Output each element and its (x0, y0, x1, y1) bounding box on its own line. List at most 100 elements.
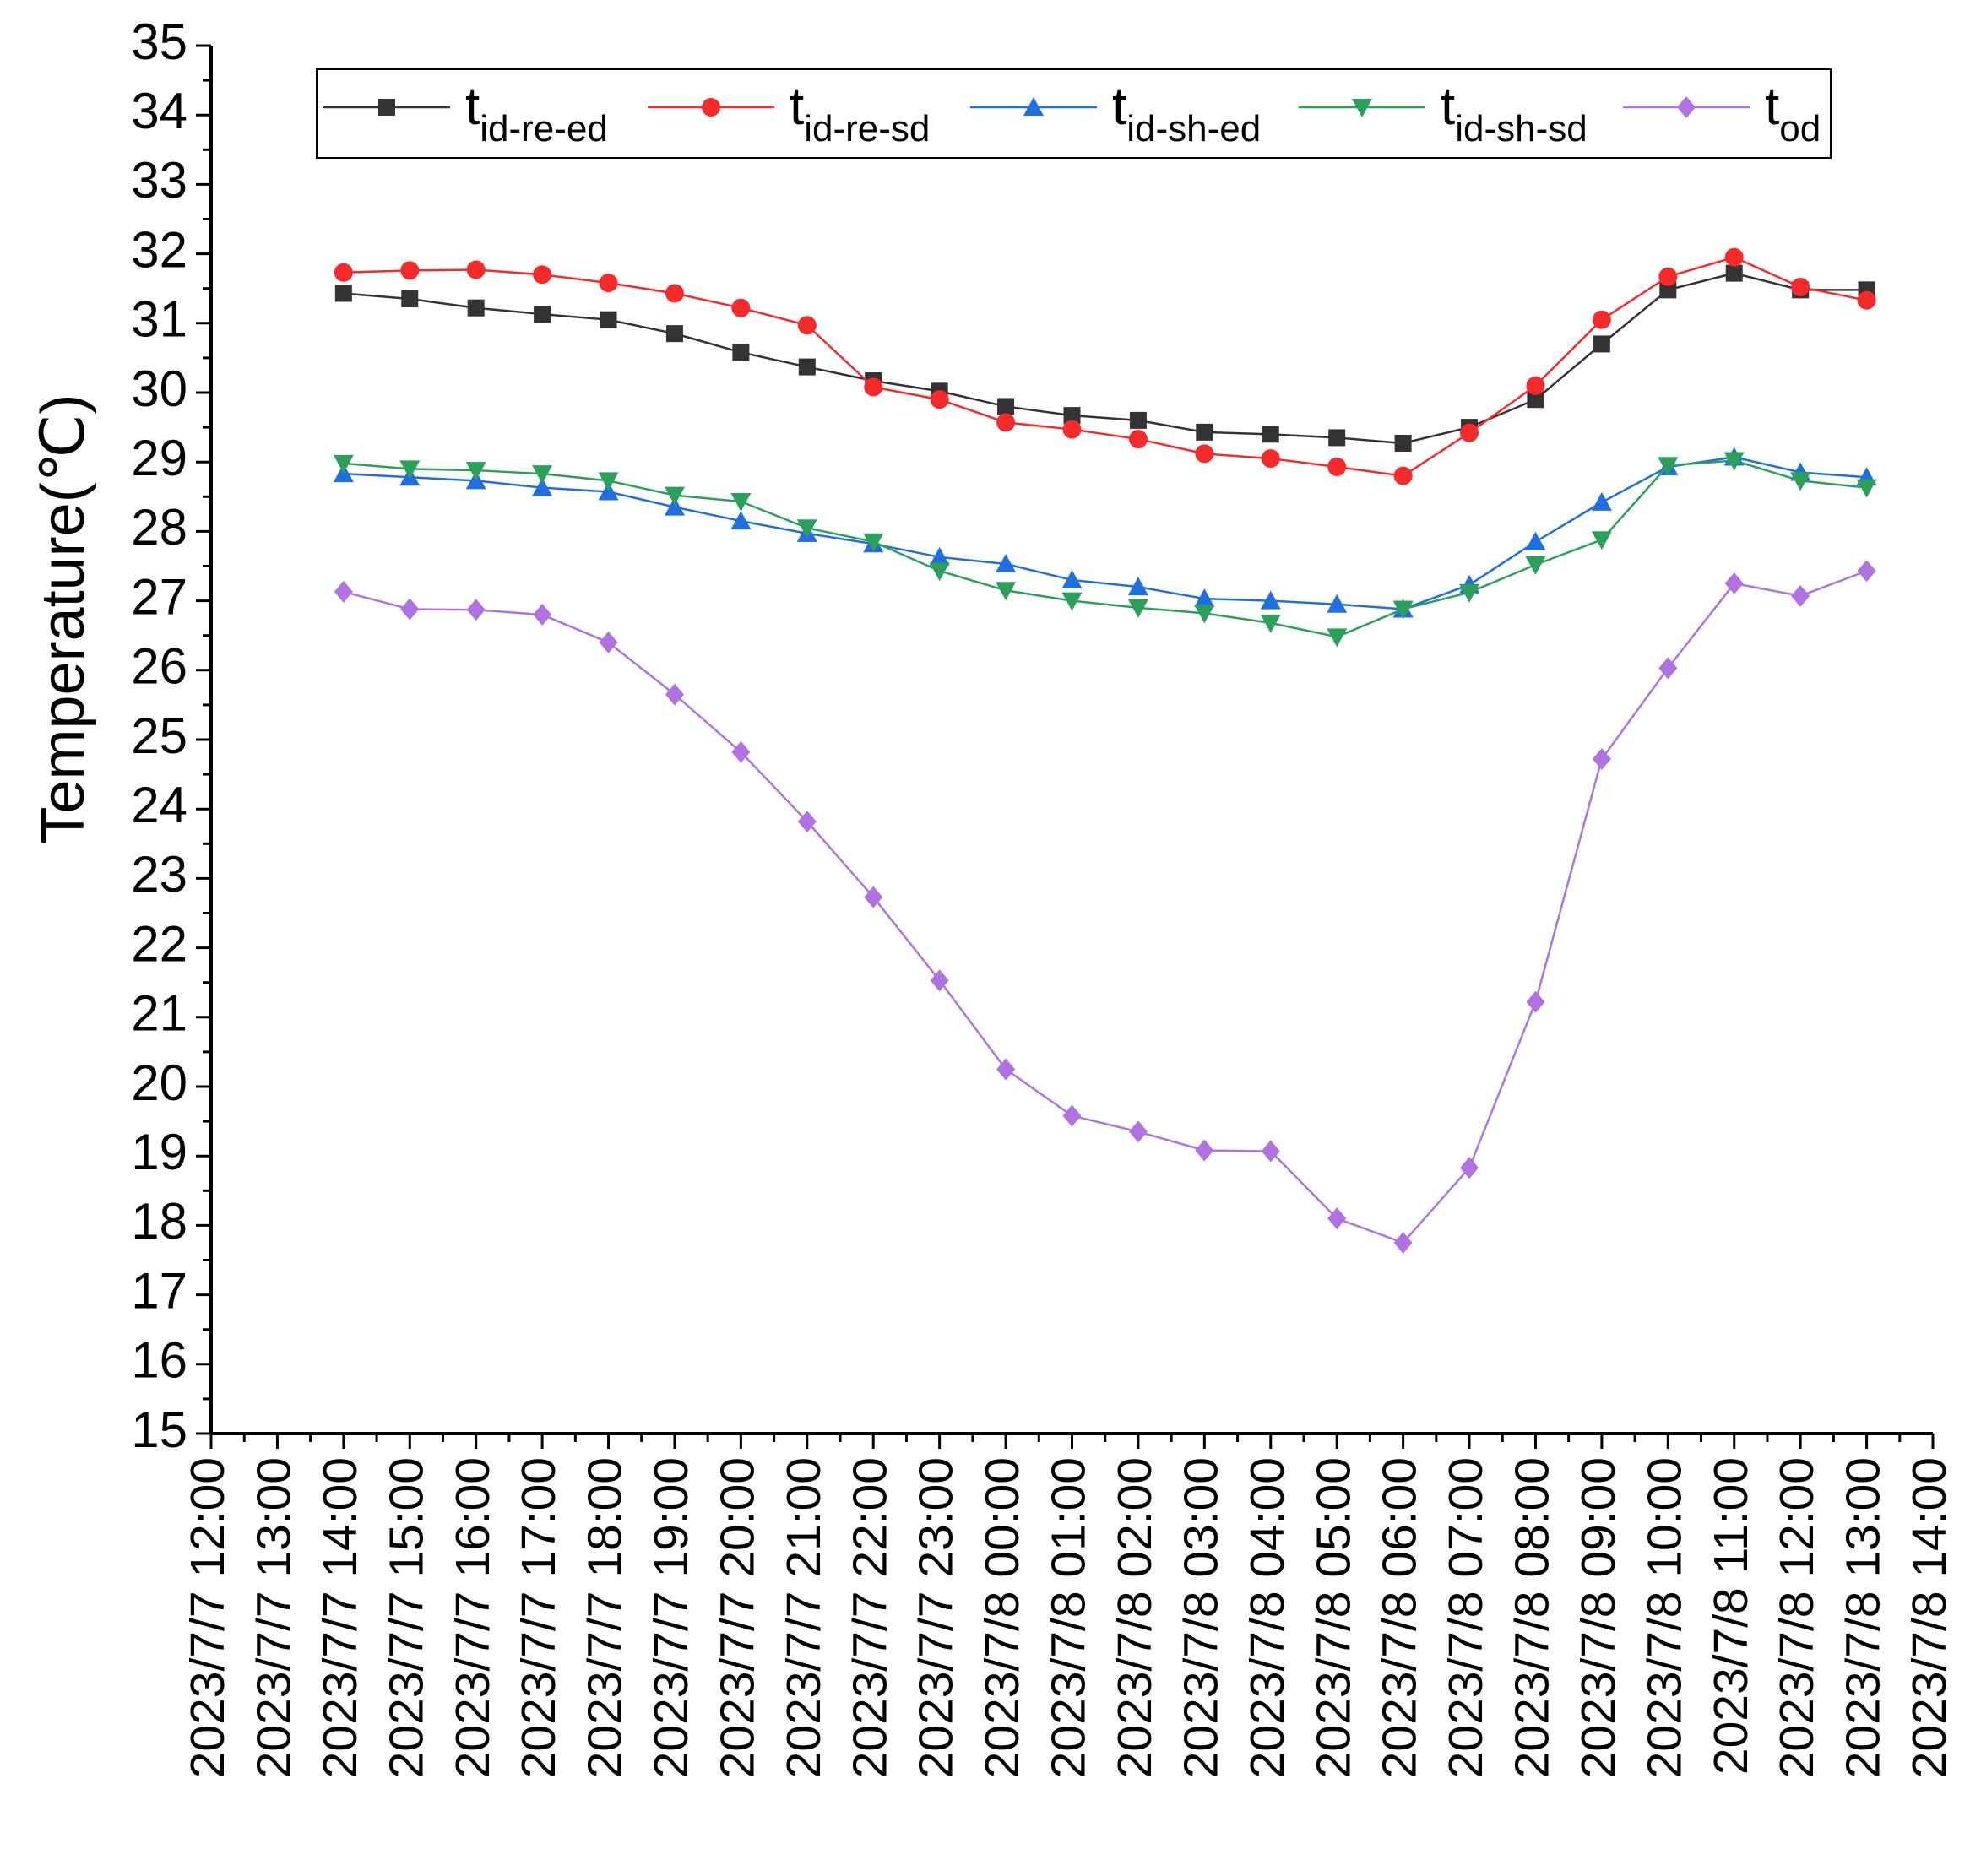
y-tick-label: 26 (131, 638, 187, 695)
y-tick-label: 24 (131, 777, 187, 833)
x-tick-label: 2023/7/8 10:00 (1637, 1457, 1691, 1778)
marker (598, 472, 619, 491)
x-tick-label: 2023/7/7 17:00 (512, 1457, 566, 1778)
y-tick-label: 23 (131, 846, 187, 903)
marker (334, 580, 353, 603)
y-tick-label: 29 (131, 430, 187, 486)
marker (1526, 376, 1545, 395)
marker (1129, 411, 1147, 429)
marker (1591, 531, 1612, 550)
marker (598, 481, 619, 501)
marker (1460, 1157, 1479, 1179)
marker (1658, 267, 1678, 286)
marker (1525, 531, 1546, 550)
marker (1195, 444, 1214, 464)
y-tick-label: 32 (131, 221, 187, 278)
y-tick-label: 35 (131, 14, 187, 70)
marker (797, 810, 817, 832)
x-tick-label: 2023/7/8 05:00 (1306, 1457, 1360, 1778)
marker (997, 398, 1015, 415)
marker (1659, 281, 1677, 299)
marker (864, 886, 883, 908)
marker (1063, 407, 1081, 425)
marker (534, 306, 551, 323)
marker (1128, 1120, 1148, 1143)
series-line (343, 570, 1868, 1244)
x-tick-label: 2023/7/7 12:00 (181, 1457, 235, 1778)
marker (664, 496, 685, 516)
marker (1592, 748, 1611, 771)
marker (1262, 426, 1279, 443)
marker (1460, 423, 1479, 442)
marker (1724, 247, 1744, 267)
marker (400, 261, 420, 280)
marker (1525, 556, 1546, 575)
marker (730, 493, 752, 512)
marker (1062, 1104, 1082, 1127)
marker (1593, 335, 1610, 353)
marker (1592, 310, 1611, 329)
marker (864, 377, 883, 397)
marker (401, 290, 419, 308)
marker (1327, 457, 1347, 476)
legend-marker (1677, 96, 1696, 118)
x-tick-label: 2023/7/8 12:00 (1770, 1457, 1824, 1778)
marker (333, 454, 354, 474)
marker (797, 316, 817, 335)
x-tick-label: 2023/7/7 13:00 (247, 1457, 301, 1778)
marker (1857, 560, 1876, 583)
marker (665, 325, 683, 343)
marker (665, 683, 684, 706)
marker (996, 1058, 1016, 1081)
x-tick-label: 2023/7/7 15:00 (379, 1457, 433, 1778)
x-tick-label: 2023/7/7 14:00 (313, 1457, 367, 1778)
x-tick-label: 2023/7/7 19:00 (644, 1457, 698, 1778)
x-tick-label: 2023/7/7 18:00 (578, 1457, 632, 1778)
x-tick-label: 2023/7/8 07:00 (1439, 1457, 1493, 1778)
marker (930, 969, 949, 992)
x-tick-label: 2023/7/7 16:00 (446, 1457, 500, 1778)
marker (1856, 479, 1877, 498)
marker (1790, 472, 1811, 491)
marker (1194, 588, 1215, 608)
x-tick-label: 2023/7/7 21:00 (777, 1457, 831, 1778)
marker (930, 390, 949, 409)
marker (1196, 423, 1213, 441)
marker (1261, 449, 1280, 469)
y-tick-label: 33 (131, 152, 187, 209)
marker (532, 465, 553, 485)
marker (1061, 592, 1083, 611)
x-tick-label: 2023/7/8 11:00 (1704, 1457, 1758, 1775)
marker (599, 274, 618, 293)
marker (1725, 264, 1743, 282)
y-tick-label: 19 (131, 1124, 187, 1180)
marker (731, 740, 751, 763)
marker (466, 599, 486, 621)
marker (1194, 605, 1215, 624)
marker (466, 260, 486, 279)
marker (731, 298, 751, 317)
marker (532, 477, 553, 496)
x-tick-label: 2023/7/8 01:00 (1042, 1457, 1096, 1778)
marker (732, 344, 750, 361)
legend-label: tid-re-ed (465, 78, 608, 149)
legend-box (316, 68, 1832, 159)
legend-label: tid-re-sd (790, 78, 930, 149)
marker (1195, 1139, 1214, 1162)
marker (1393, 1231, 1413, 1254)
legend-label: tid-sh-sd (1441, 78, 1588, 149)
y-tick-label: 27 (131, 568, 187, 625)
marker (1527, 391, 1544, 409)
series-line (343, 272, 1867, 445)
marker (996, 413, 1016, 432)
y-tick-label: 28 (131, 499, 187, 556)
marker (599, 631, 618, 653)
marker (1393, 466, 1413, 485)
marker (1127, 599, 1148, 618)
marker (996, 554, 1017, 573)
marker (533, 265, 552, 285)
x-tick-label: 2023/7/8 13:00 (1837, 1457, 1891, 1778)
series-line (343, 459, 1867, 638)
marker (665, 284, 684, 303)
y-tick-label: 25 (131, 708, 187, 764)
